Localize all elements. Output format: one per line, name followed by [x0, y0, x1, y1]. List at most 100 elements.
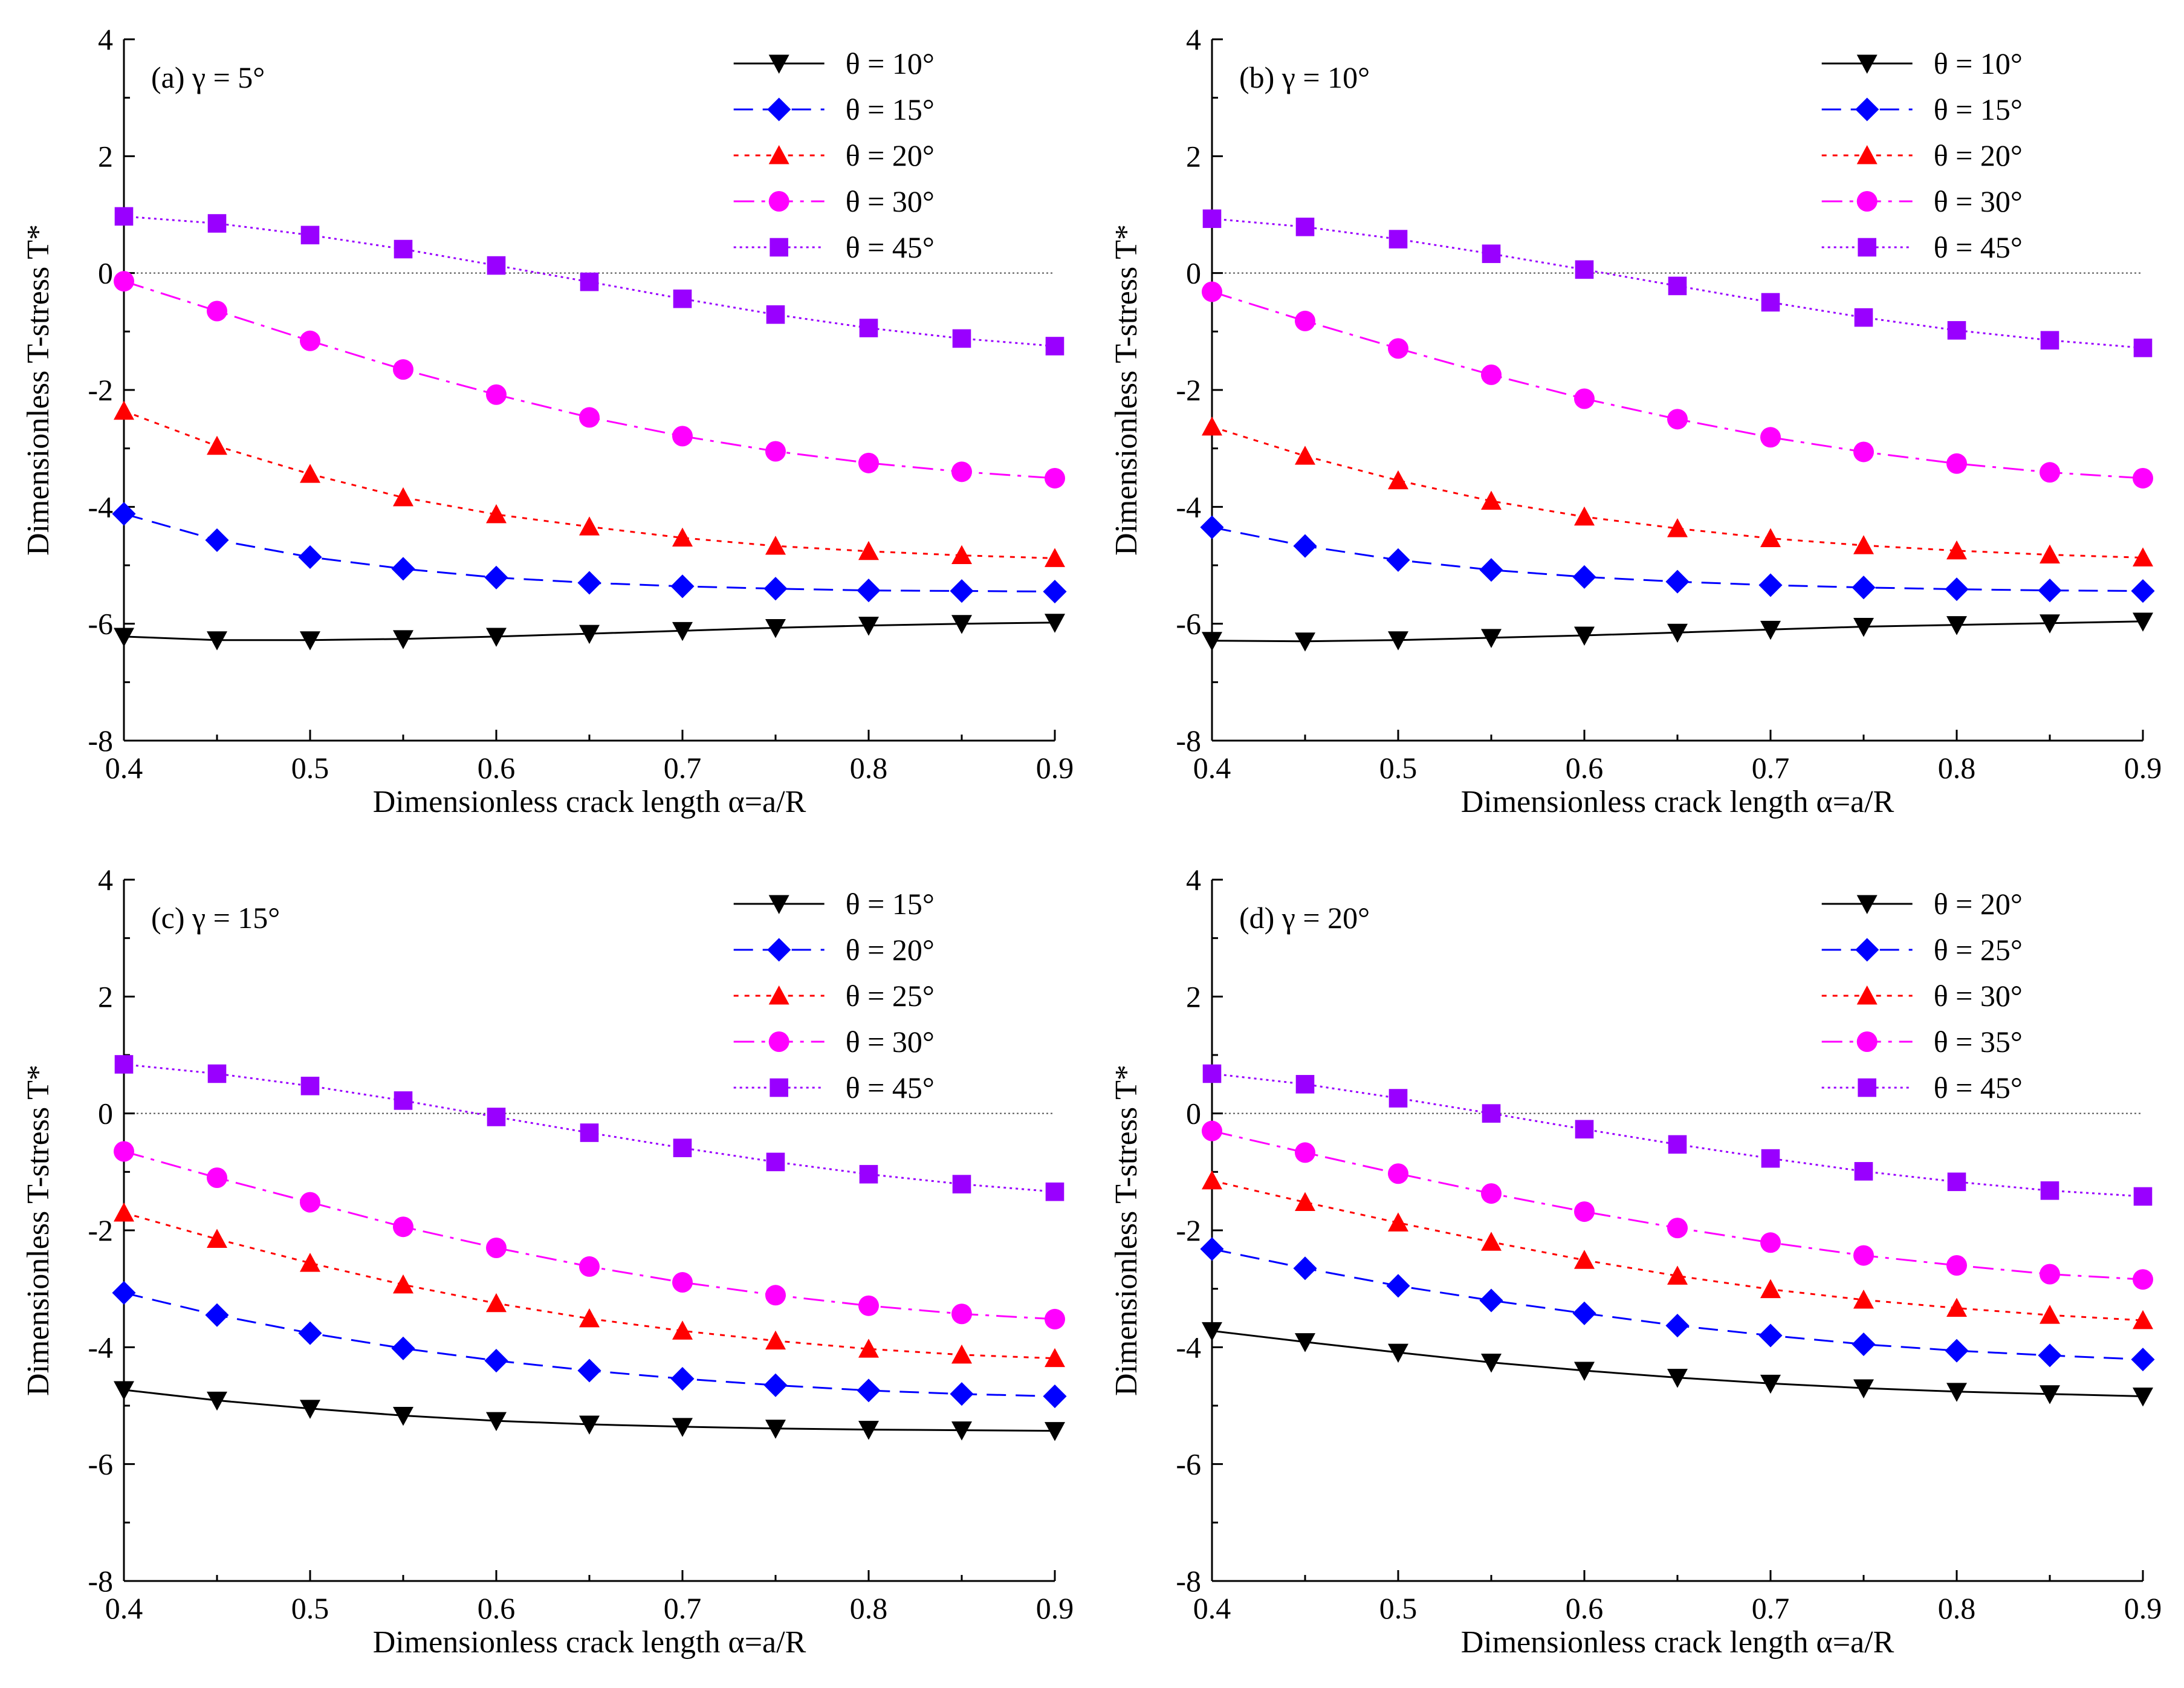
- data-point: [1668, 1135, 1687, 1154]
- data-point: [1388, 1089, 1408, 1108]
- y-tick-label: 4: [98, 22, 113, 56]
- legend-label: θ = 20°: [1934, 138, 2023, 172]
- legend: θ = 10° θ = 15° θ = 20° θ = 30° θ = 45°: [733, 47, 935, 264]
- y-tick-label: 0: [1186, 256, 1201, 290]
- data-point: [1760, 1279, 1781, 1299]
- legend: θ = 15° θ = 20° θ = 25° θ = 30° θ = 45°: [733, 887, 935, 1105]
- x-tick-label: 0.6: [478, 1591, 516, 1625]
- x-tick-label: 0.9: [2124, 1591, 2162, 1625]
- data-point: [1946, 616, 1967, 635]
- data-point: [2038, 1343, 2062, 1368]
- data-point: [765, 1330, 786, 1350]
- y-tick-label: -2: [1176, 1213, 1201, 1247]
- y-tick-label: -6: [1176, 1447, 1201, 1481]
- data-point: [1202, 281, 1222, 302]
- legend-label: θ = 45°: [1934, 230, 2023, 264]
- y-tick-label: 2: [98, 139, 113, 173]
- series-2: [112, 1281, 1067, 1409]
- chart-panel-d: -8 -6 -4 -2 0 2 4 0.4 0.5 0.6 0.7 0.8 0.9 Dimensionle…: [1109, 863, 2162, 1660]
- x-tick-label: 0.7: [1752, 751, 1790, 785]
- data-point: [1481, 1183, 1502, 1204]
- data-point: [486, 1238, 507, 1258]
- data-point: [1853, 1290, 1874, 1309]
- data-point: [112, 502, 136, 526]
- legend-marker: [1856, 145, 1878, 164]
- data-point: [2040, 1305, 2060, 1324]
- data-point: [579, 1308, 600, 1328]
- chart-panel-c: -8 -6 -4 -2 0 2 4 0.4 0.5 0.6 0.7 0.8 0.9 Dimensionle…: [21, 863, 1074, 1660]
- series-1: [1202, 1322, 2153, 1407]
- data-point: [114, 271, 134, 292]
- data-point: [858, 617, 879, 636]
- data-point: [859, 319, 878, 337]
- data-point: [1853, 618, 1874, 637]
- legend-marker: [1856, 985, 1878, 1005]
- legend-marker: [768, 54, 789, 74]
- data-point: [672, 1418, 693, 1437]
- y-tick-label: 4: [1186, 863, 1201, 897]
- data-point: [1572, 565, 1596, 589]
- series-line: [123, 280, 1055, 479]
- data-point: [1388, 1163, 1408, 1184]
- data-point: [394, 239, 413, 259]
- data-point: [579, 407, 600, 428]
- x-axis-title: Dimensionless crack length α=a/R: [373, 785, 806, 819]
- y-tick-label: -4: [88, 490, 113, 524]
- data-point: [1945, 577, 1969, 602]
- x-tick-label: 0.6: [478, 751, 516, 785]
- data-point: [393, 1216, 413, 1238]
- data-point: [1667, 623, 1688, 643]
- legend-label: θ = 10°: [1934, 47, 2023, 80]
- data-point: [2040, 614, 2060, 634]
- data-point: [300, 1253, 320, 1272]
- data-point: [1045, 467, 1065, 489]
- data-point: [952, 329, 971, 348]
- data-point: [765, 1420, 786, 1439]
- data-point: [1293, 534, 1317, 558]
- series-3: [114, 1203, 1065, 1368]
- legend-marker: [768, 985, 789, 1005]
- data-point: [1760, 1374, 1781, 1394]
- y-tick-label: 0: [98, 256, 113, 290]
- series-line: [123, 1212, 1055, 1360]
- data-point: [673, 289, 692, 308]
- data-point: [766, 305, 785, 324]
- data-point: [207, 1064, 227, 1083]
- y-tick-label: -8: [1176, 724, 1201, 758]
- legend-marker: [1856, 191, 1878, 212]
- data-point: [1045, 614, 1065, 633]
- data-point: [1572, 1301, 1596, 1325]
- legend-marker: [768, 145, 789, 164]
- legend-label: θ = 30°: [846, 184, 935, 218]
- data-point: [951, 1421, 972, 1441]
- legend-marker: [770, 238, 788, 257]
- x-tick-label: 0.9: [1036, 1591, 1074, 1625]
- data-point: [205, 528, 229, 552]
- data-point: [672, 622, 693, 641]
- series-4: [114, 271, 1065, 489]
- data-point: [1202, 209, 1222, 229]
- data-point: [1854, 1162, 1873, 1181]
- chart-panel-b: -8 -6 -4 -2 0 2 4 0.4 0.5 0.6 0.7 0.8 0.9 Dimensionle…: [1109, 22, 2162, 819]
- data-point: [300, 464, 320, 483]
- data-point: [207, 435, 227, 455]
- data-point: [1295, 310, 1315, 331]
- data-point: [950, 1382, 974, 1406]
- data-point: [300, 631, 320, 651]
- data-point: [1043, 579, 1067, 604]
- data-point: [393, 359, 413, 380]
- x-tick-label: 0.5: [291, 751, 329, 785]
- data-point: [393, 1406, 413, 1426]
- data-point: [765, 618, 786, 638]
- data-point: [114, 1203, 134, 1222]
- data-point: [1388, 230, 1408, 248]
- data-point: [1045, 548, 1065, 567]
- data-point: [2038, 579, 2062, 603]
- y-tick-label: -2: [88, 1213, 113, 1247]
- data-point: [484, 565, 508, 589]
- data-point: [1574, 1250, 1595, 1269]
- data-point: [112, 1281, 136, 1305]
- data-point: [1760, 620, 1781, 640]
- legend-label: θ = 45°: [846, 230, 935, 264]
